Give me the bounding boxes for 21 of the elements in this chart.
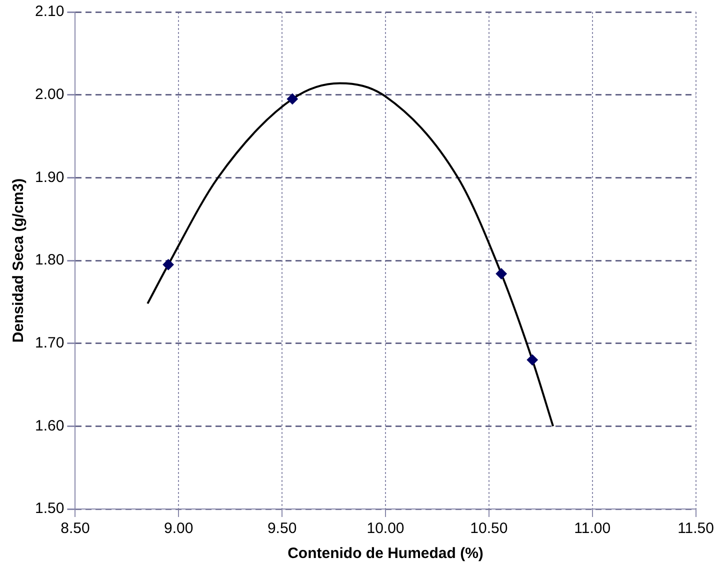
y-tick-label: 1.70: [34, 334, 64, 352]
x-tick-label: 9.00: [164, 520, 194, 538]
x-tick-label: 8.50: [60, 520, 90, 538]
y-tick-label: 2.10: [34, 3, 64, 20]
point: [162, 259, 174, 270]
point: [496, 268, 507, 280]
point: [526, 354, 538, 366]
y-tick-label: 1.60: [34, 417, 64, 434]
x-tick-label: 9.50: [267, 520, 297, 538]
x-tick-label: 10.50: [470, 520, 508, 538]
y-tick-label: 1.50: [34, 500, 64, 518]
y-axis-title: Densidad Seca (g/cm3): [10, 178, 28, 343]
x-tick-label: 11.50: [678, 520, 714, 538]
x-tick-label: 10.00: [366, 520, 404, 538]
point: [286, 93, 298, 104]
x-axis-title: Contenido de Humedad (%): [288, 545, 484, 562]
y-tick-label: 2.00: [34, 86, 64, 103]
x-tick-label: 11.00: [574, 520, 611, 538]
y-tick-label: 1.80: [34, 252, 64, 269]
y-tick-label: 1.90: [34, 168, 64, 186]
line-series: [146, 82, 554, 428]
